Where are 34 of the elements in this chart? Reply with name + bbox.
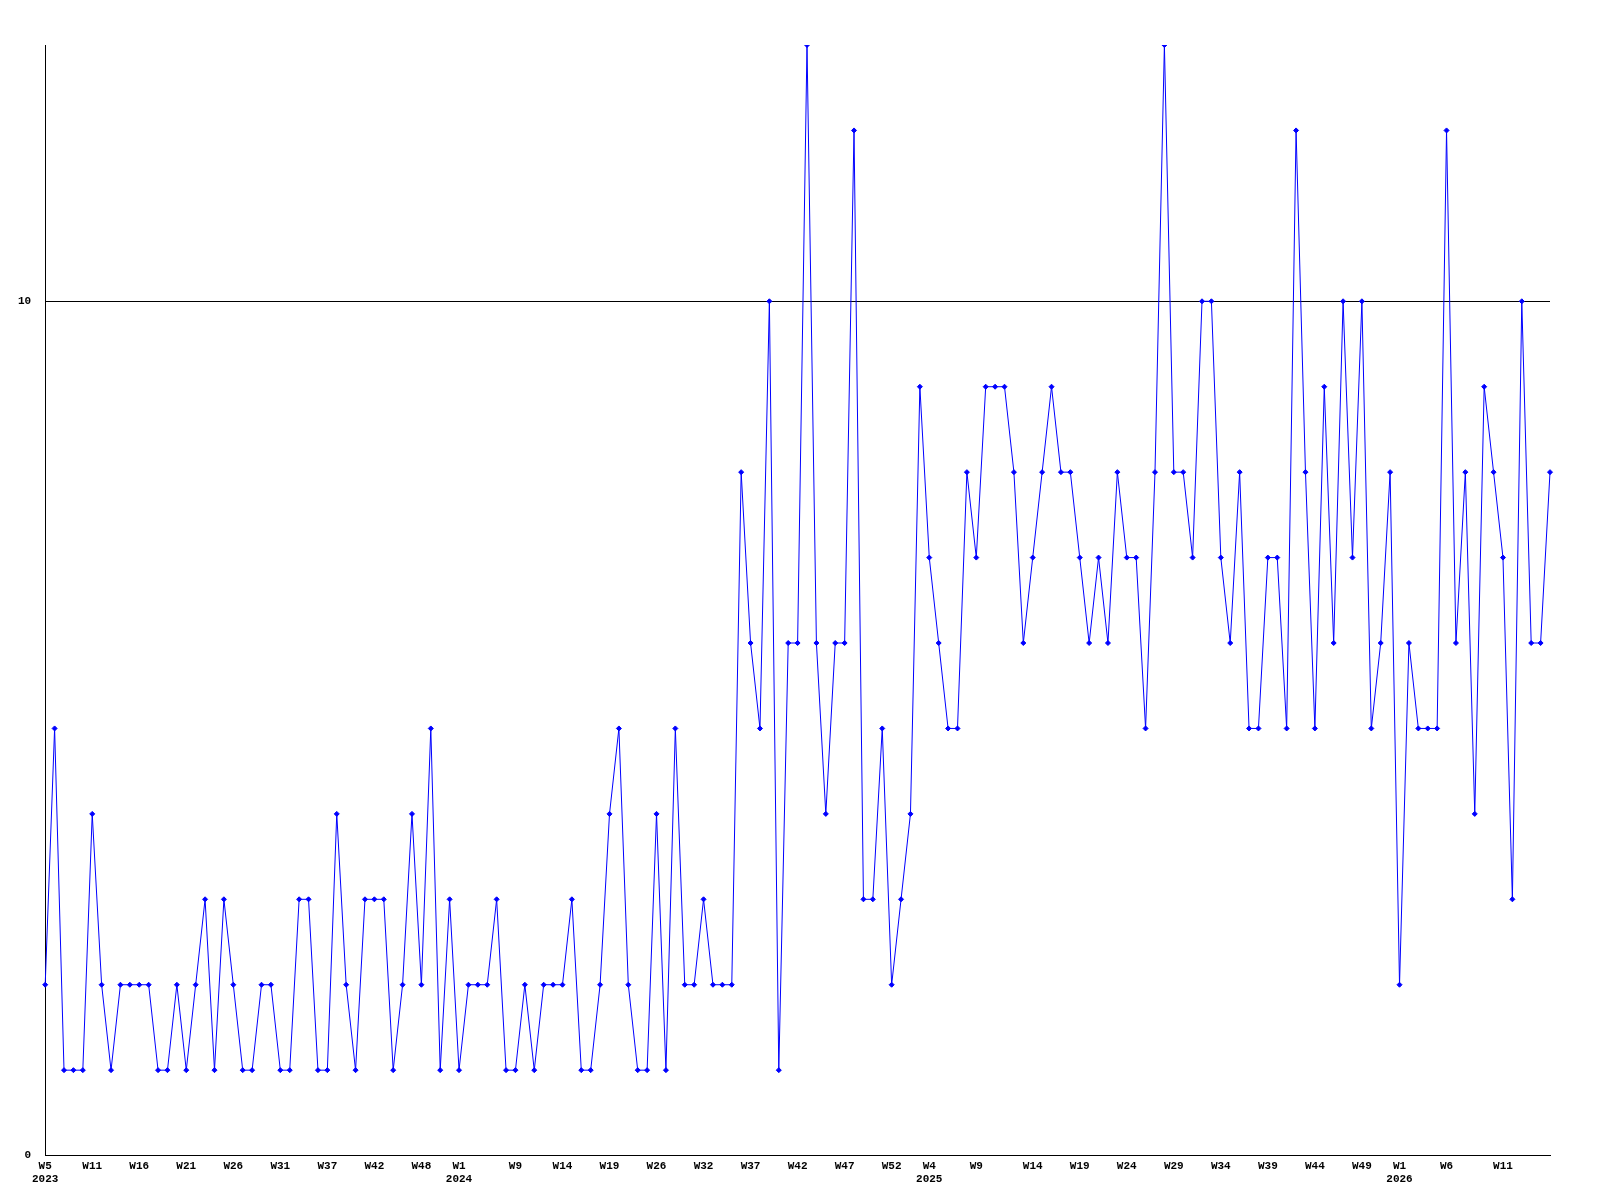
x-tick-label: W26 (646, 1159, 667, 1172)
x-tick-label: W14 (1022, 1159, 1044, 1172)
x-tick-label: W19 (599, 1159, 620, 1172)
x-tick-label: W9 (969, 1159, 983, 1172)
x-tick-label: W31 (270, 1159, 291, 1172)
x-tick-label: W16 (129, 1159, 150, 1172)
x-tick-label: W11 (1493, 1159, 1514, 1172)
x-tick-label: W47 (834, 1159, 855, 1172)
x-tick-label: W19 (1069, 1159, 1090, 1172)
x-tick-label: W37 (317, 1159, 338, 1172)
x-tick-label: W26 (223, 1159, 244, 1172)
x-tick-label: W6 (1439, 1159, 1454, 1172)
x-tick-label: W48 (411, 1159, 432, 1172)
x-tick-label: W37 (740, 1159, 761, 1172)
x-tick-label: W42 (787, 1159, 808, 1172)
x-tick-label: W21 (176, 1159, 197, 1172)
x-tick-label: W32 (693, 1159, 714, 1172)
x-tick-label: W9 (508, 1159, 523, 1172)
y-tick-label: 10 (18, 295, 32, 308)
x-tick-label: W49 (1351, 1159, 1372, 1172)
x-tick-label: W34 (1210, 1159, 1232, 1172)
x-tick-label: W14 (552, 1159, 573, 1172)
x-tick-label: W42 (364, 1159, 385, 1172)
x-tick-label: W1 2024 (445, 1159, 473, 1186)
x-tick-label: W52 (881, 1159, 902, 1172)
x-tick-label: W1 2026 (1386, 1159, 1413, 1186)
x-tick-label: W4 2025 (916, 1159, 943, 1186)
x-tick-label: W44 (1304, 1159, 1326, 1172)
x-tick-label: W11 (82, 1159, 103, 1172)
x-tick-label: W24 (1116, 1159, 1138, 1172)
x-tick-label: W29 (1163, 1159, 1184, 1172)
x-tick-label: W5 2023 (32, 1159, 59, 1186)
x-tick-label: W39 (1257, 1159, 1278, 1172)
y-tick-label: 0 (24, 1149, 32, 1162)
